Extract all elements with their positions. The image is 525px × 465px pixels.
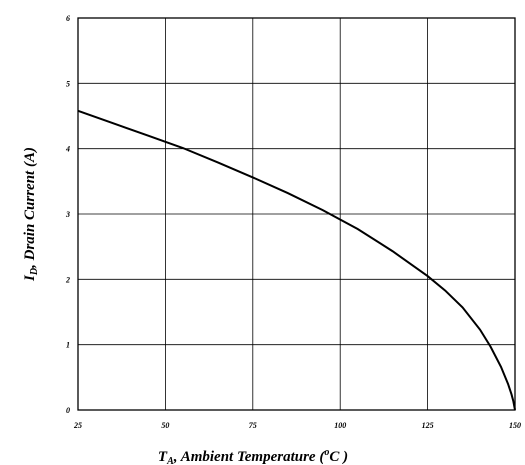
y-tick-label: 4 (65, 145, 70, 154)
grid (77, 17, 516, 411)
x-tick-label: 50 (161, 421, 169, 430)
y-tick-label: 0 (66, 406, 70, 415)
x-axis-label: TA, Ambient Temperature (oC ) (158, 447, 348, 465)
plot-frame (77, 17, 516, 411)
y-tick-label: 6 (66, 14, 70, 23)
x-axis-symbol: T (158, 449, 168, 465)
x-tick-label: 75 (249, 421, 257, 430)
y-tick-labels: 0 1 2 3 4 5 6 (65, 14, 70, 415)
y-axis-symbol: I (22, 274, 38, 282)
y-axis-label: ID, Drain Current (A) (22, 147, 40, 282)
x-axis-subscript: A (166, 456, 174, 465)
y-axis-subscript: D (29, 268, 40, 276)
y-tick-label: 5 (66, 79, 70, 88)
y-axis-text: , Drain Current (A) (22, 147, 38, 269)
y-tick-label: 3 (65, 210, 70, 219)
x-axis-unit-superscript: o (324, 447, 329, 458)
x-axis-unit: C ) (329, 449, 348, 465)
x-tick-labels: 25 50 75 100 125 150 (73, 421, 521, 430)
y-tick-label: 2 (65, 275, 70, 284)
x-tick-label: 100 (334, 421, 346, 430)
x-axis-text: , Ambient Temperature ( (173, 449, 326, 465)
y-tick-label: 1 (66, 341, 70, 350)
x-tick-label: 125 (422, 421, 434, 430)
x-tick-label: 150 (509, 421, 521, 430)
x-tick-label: 25 (73, 421, 82, 430)
series-line-drain-current (77, 109, 516, 411)
